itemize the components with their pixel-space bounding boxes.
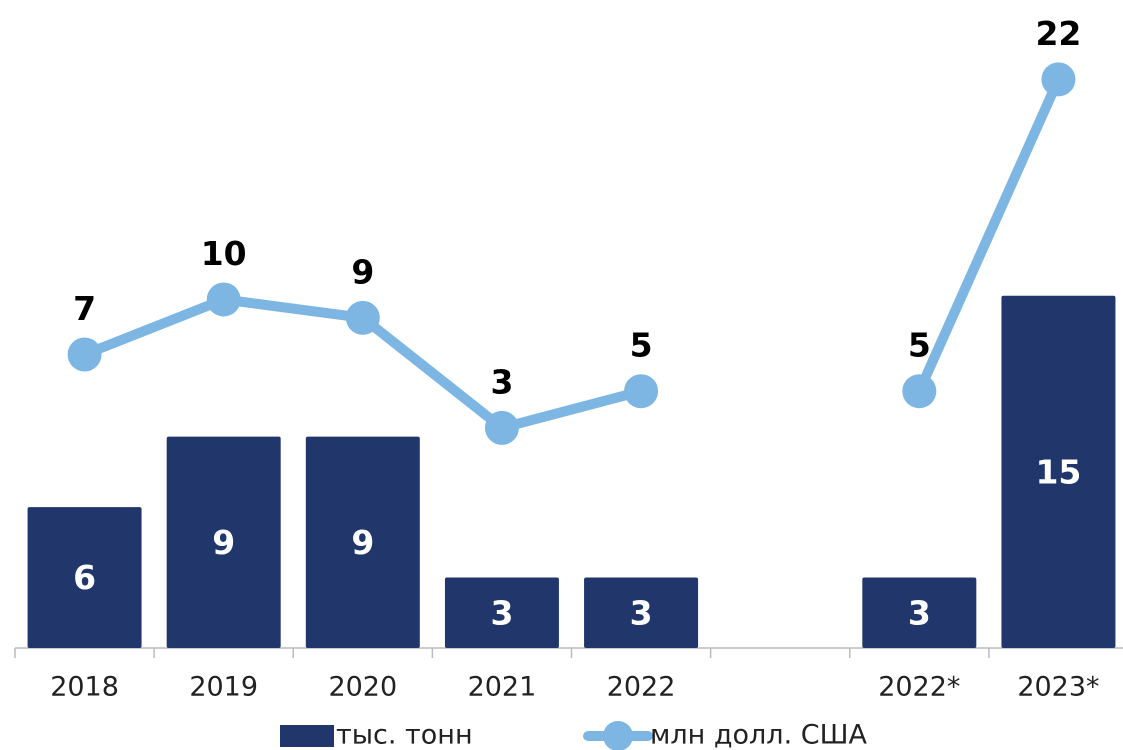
bar: [305, 436, 420, 648]
bar: [584, 577, 699, 648]
x-tick-label: 2018: [50, 672, 119, 703]
line-label: 10: [201, 234, 247, 273]
line-point: [1041, 62, 1076, 97]
legend-swatch: [280, 725, 334, 747]
x-tick-label: 2022: [607, 672, 676, 703]
line-point: [902, 374, 937, 409]
line-point: [624, 374, 659, 409]
bar: [27, 507, 142, 648]
legend-swatch: [603, 721, 633, 750]
x-tick-label: 2019: [189, 672, 258, 703]
bar: [444, 577, 559, 648]
bar-label: 3: [908, 593, 931, 632]
line-point: [484, 410, 519, 445]
bar-label: 6: [73, 558, 96, 597]
line: [914, 74, 1064, 397]
x-tick-label: 2021: [468, 672, 537, 703]
bar-label: 15: [1035, 452, 1081, 491]
bar-label: 3: [490, 593, 513, 632]
line-label: 3: [490, 362, 513, 401]
line-label: 9: [351, 252, 374, 291]
bar-label: 9: [212, 523, 235, 562]
x-tick-label: 2023*: [1017, 672, 1099, 703]
x-tick-label: 2022*: [878, 672, 960, 703]
line-label: 7: [73, 289, 96, 328]
x-tick-label: 2020: [328, 672, 397, 703]
bar: [1001, 295, 1116, 648]
bar-label: 3: [630, 593, 653, 632]
legend-label: млн долл. США: [650, 720, 867, 750]
bar: [862, 577, 977, 648]
legend-label: тыс. тонн: [336, 720, 473, 750]
line-label: 22: [1035, 14, 1081, 53]
line-point: [206, 282, 241, 317]
line-point: [67, 337, 102, 372]
line-point: [345, 300, 380, 335]
line-label: 5: [630, 326, 653, 365]
bar-label: 9: [351, 523, 374, 562]
line-label: 5: [908, 326, 931, 365]
bar: [166, 436, 281, 648]
